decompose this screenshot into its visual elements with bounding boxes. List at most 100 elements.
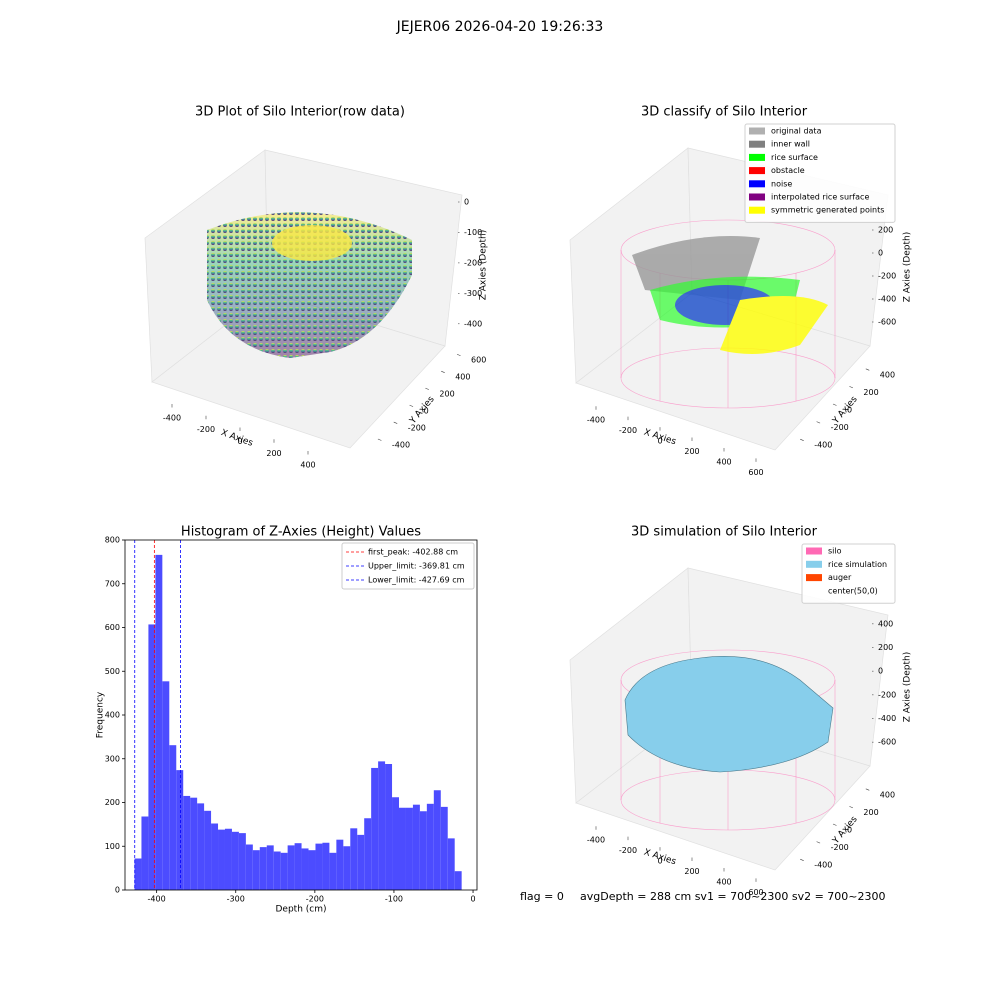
y-tick bbox=[849, 386, 854, 389]
bar bbox=[176, 770, 184, 890]
point-cloud-2 bbox=[632, 236, 828, 354]
bar bbox=[399, 807, 406, 890]
y-tick bbox=[393, 421, 398, 424]
bar bbox=[190, 797, 198, 890]
bar bbox=[433, 790, 441, 890]
y-tick bbox=[409, 404, 414, 407]
bar bbox=[315, 843, 323, 890]
x-tick-label: 0 bbox=[470, 895, 475, 904]
z-tick-label: 200 bbox=[878, 226, 893, 235]
legend-label: symmetric generated points bbox=[771, 206, 884, 215]
bar bbox=[294, 843, 302, 890]
bar bbox=[141, 816, 149, 890]
y-tick bbox=[865, 368, 870, 371]
z-tick-label: 0 bbox=[878, 667, 883, 676]
x-tick-label: -200 bbox=[306, 895, 324, 904]
x-tick-label: -200 bbox=[619, 846, 637, 855]
z-tick-label: -400 bbox=[878, 295, 896, 304]
x-tick-label: 400 bbox=[300, 461, 315, 470]
legend-label: noise bbox=[771, 179, 792, 188]
bar bbox=[273, 851, 281, 890]
legend-label: auger bbox=[828, 573, 852, 582]
z-tick-label: -200 bbox=[878, 272, 896, 281]
legend-label: silo bbox=[828, 547, 842, 556]
z-tick-label: 400 bbox=[878, 619, 893, 628]
bar bbox=[364, 818, 372, 890]
z-axis-label: Z Axies (Depth) bbox=[479, 230, 489, 301]
bar bbox=[322, 842, 330, 890]
legend-box bbox=[801, 543, 896, 604]
bar bbox=[183, 795, 191, 890]
chart-title: 3D Plot of Silo Interior(row data) bbox=[195, 105, 405, 120]
x-tick-label: -200 bbox=[197, 425, 215, 434]
point-cloud-1 bbox=[207, 212, 412, 358]
z-tick-label: -400 bbox=[464, 319, 482, 328]
chart-title: 3D simulation of Silo Interior bbox=[631, 525, 818, 540]
bar bbox=[447, 838, 455, 890]
bar bbox=[336, 839, 344, 890]
bar bbox=[392, 797, 400, 890]
legend-box bbox=[341, 542, 475, 590]
x-tick-label: -400 bbox=[587, 416, 605, 425]
bar bbox=[252, 850, 260, 890]
z-tick-label: -600 bbox=[878, 318, 896, 327]
x-tick-label: 400 bbox=[716, 877, 731, 886]
y-tick-label: 0 bbox=[424, 407, 429, 416]
bar bbox=[371, 767, 379, 890]
bar bbox=[224, 828, 232, 890]
y-tick-label: 800 bbox=[105, 536, 120, 545]
legend-patch bbox=[749, 167, 765, 175]
y-axis-label: Frequency bbox=[96, 691, 106, 738]
legend-label: center(50,0) bbox=[828, 586, 878, 595]
legend-label: inner wall bbox=[771, 140, 810, 149]
footer-info: avgDepth = 288 cm sv1 = 700~2300 sv2 = 7… bbox=[580, 890, 886, 903]
y-tick-label: -200 bbox=[831, 423, 849, 432]
y-tick bbox=[816, 841, 821, 844]
bar bbox=[245, 844, 253, 890]
bar bbox=[148, 624, 156, 890]
bar bbox=[426, 803, 434, 890]
y-tick-label: 0 bbox=[115, 886, 120, 895]
y-tick-label: 500 bbox=[105, 667, 120, 676]
z-tick-label: -200 bbox=[878, 690, 896, 699]
y-tick-label: 200 bbox=[439, 390, 454, 399]
legend-patch bbox=[749, 180, 765, 188]
y-tick bbox=[816, 421, 821, 424]
z-tick-label: -200 bbox=[464, 258, 482, 267]
legend-patch bbox=[806, 574, 822, 582]
y-tick-label: -400 bbox=[814, 861, 832, 870]
chart-title: Histogram of Z-Axies (Height) Values bbox=[181, 525, 421, 540]
y-tick bbox=[800, 858, 804, 861]
legend-patch bbox=[749, 127, 765, 135]
y-tick-label: -400 bbox=[392, 441, 410, 450]
x-tick-label: 200 bbox=[684, 447, 699, 456]
z-tick-label: 0 bbox=[464, 198, 469, 207]
legend-label: obstacle bbox=[771, 166, 805, 175]
z-tick-label: -400 bbox=[878, 714, 896, 723]
legend-label: rice simulation bbox=[828, 560, 887, 569]
z-axis-label: Z Axies (Depth) bbox=[903, 232, 913, 303]
x-tick-label: 200 bbox=[266, 449, 281, 458]
x-tick-label: 0 bbox=[657, 437, 662, 446]
bar bbox=[259, 847, 267, 890]
legend-patch bbox=[806, 587, 822, 595]
legend-patch bbox=[806, 560, 822, 568]
bar bbox=[419, 811, 427, 890]
bar bbox=[134, 858, 142, 890]
x-tick-label: 0 bbox=[657, 857, 662, 866]
x-tick-label: -400 bbox=[587, 836, 605, 845]
x-tick-label: 400 bbox=[716, 457, 731, 466]
y-tick bbox=[441, 370, 445, 373]
y-tick-label: -400 bbox=[814, 441, 832, 450]
legend-patch bbox=[749, 206, 765, 214]
x-tick-label: 0 bbox=[237, 437, 242, 446]
z-tick-label: 200 bbox=[878, 643, 893, 652]
legend-box bbox=[744, 123, 896, 223]
x-tick-label: -200 bbox=[619, 426, 637, 435]
bar bbox=[440, 806, 448, 890]
y-tick-label: 0 bbox=[847, 406, 852, 415]
y-tick-label: 700 bbox=[105, 579, 120, 588]
bar bbox=[238, 833, 246, 890]
x-tick-label: 600 bbox=[748, 468, 763, 477]
suptitle: JEJER06 2026-04-20 19:26:33 bbox=[396, 19, 604, 35]
